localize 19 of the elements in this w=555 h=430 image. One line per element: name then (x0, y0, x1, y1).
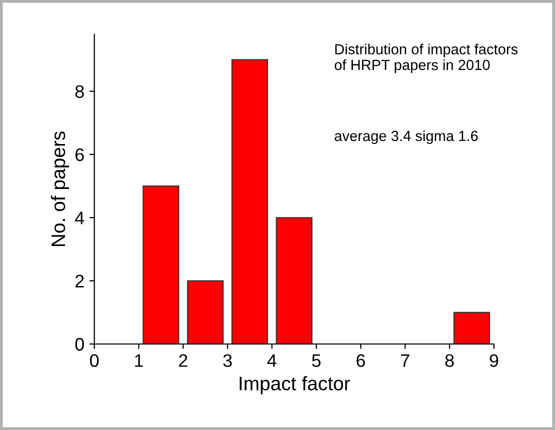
y-tick-label: 0 (75, 338, 84, 351)
y-tick-label: 4 (75, 212, 84, 224)
x-tick-label: 7 (401, 354, 410, 367)
x-tick-label: 1 (135, 354, 143, 367)
x-tick-label: 2 (179, 354, 188, 367)
y-axis-title: No. of papers (50, 132, 70, 246)
x-tick-label: 9 (490, 354, 498, 367)
annotation: Distribution of impact factors of HRPT papers in 2010 (334, 44, 518, 73)
y-tick-label: 8 (75, 85, 84, 98)
x-tick-label: 8 (445, 354, 454, 367)
y-tick-label: 2 (75, 274, 84, 288)
x-tick-label: 4 (267, 354, 276, 367)
y-tick-label: 6 (76, 148, 84, 162)
x-tick-label: 0 (90, 354, 99, 367)
x-tick-label: 3 (223, 354, 232, 367)
x-tick-label: 6 (356, 354, 365, 367)
annotation: average 3.4 sigma 1.6 (334, 130, 478, 144)
x-axis-title: Impact factor (240, 376, 350, 394)
x-tick-label: 5 (312, 354, 321, 367)
